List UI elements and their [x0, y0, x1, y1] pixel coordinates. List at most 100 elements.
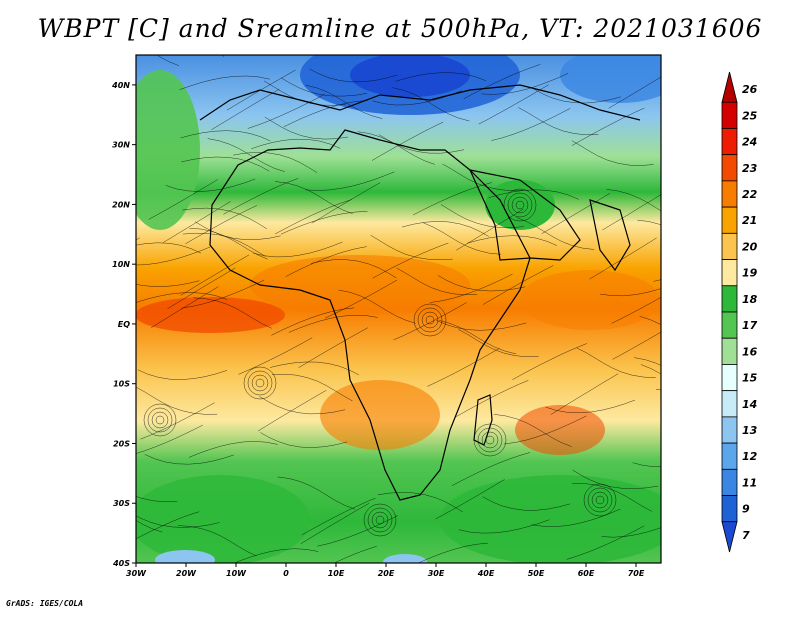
- streamline: [439, 320, 517, 355]
- streamline: [211, 88, 280, 130]
- streamline-vortex: [255, 378, 265, 388]
- streamline: [550, 373, 619, 415]
- lat-tick-label: 10S: [113, 380, 130, 389]
- colorbar-label: 20: [742, 240, 758, 253]
- streamline: [136, 292, 227, 303]
- streamline: [632, 462, 661, 468]
- streamline: [136, 387, 218, 415]
- streamline: [251, 138, 341, 150]
- streamline: [163, 201, 231, 243]
- map-figure: 40N 30N 20N 10N EQ 10S 20S 30S 40S 30W 20W 10W 0 10E…: [111, 54, 758, 578]
- streamline-vortex: [503, 188, 537, 222]
- streamline: [566, 525, 645, 560]
- credit-label: GrADS: IGES/COLA: [6, 599, 84, 608]
- lat-tick-label: 40N: [111, 81, 130, 90]
- streamline: [372, 242, 449, 279]
- moist-region-sw: [136, 475, 310, 563]
- streamline: [311, 182, 381, 224]
- streamline: [611, 297, 661, 324]
- streamline: [258, 390, 327, 432]
- streamline: [533, 88, 621, 104]
- coastline-europe: [199, 84, 641, 121]
- streamline: [274, 199, 352, 235]
- streamline-vortex: [413, 303, 447, 337]
- streamline: [370, 234, 453, 261]
- streamline: [440, 204, 524, 228]
- streamline-vortex: [421, 311, 439, 329]
- warm-region-south: [320, 380, 440, 450]
- cool-spot-s: [383, 554, 427, 563]
- streamline: [463, 64, 541, 100]
- streamline: [309, 68, 398, 83]
- colorbar-label: 21: [742, 214, 757, 227]
- colorbar-segment: [721, 311, 738, 339]
- lat-tick-label: 40S: [112, 559, 130, 568]
- streamline: [301, 497, 376, 536]
- streamline: [572, 483, 653, 512]
- streamline: [264, 116, 349, 140]
- colorbar-label: 9: [742, 503, 750, 516]
- streamline: [333, 546, 377, 563]
- colorbar-label: 26: [742, 83, 758, 96]
- streamline: [280, 211, 368, 235]
- streamline: [423, 222, 502, 255]
- streamline: [136, 520, 163, 533]
- streamline: [300, 503, 370, 544]
- warm-region-central: [250, 255, 470, 315]
- streamline: [518, 107, 599, 136]
- lon-tick-label: 40E: [477, 569, 495, 578]
- coastline-madagascar: [473, 394, 493, 446]
- streamline-vortex: [481, 431, 499, 449]
- colorbar-label: 12: [742, 450, 758, 463]
- streamline: [165, 178, 256, 192]
- lat-tick-label: 30N: [112, 141, 130, 150]
- streamline-vortex: [595, 495, 605, 505]
- streamline: [317, 515, 399, 547]
- colorbar-label: 16: [742, 345, 758, 358]
- streamline: [188, 441, 278, 458]
- streamline: [285, 246, 367, 277]
- lon-tick-label: 30W: [126, 569, 147, 578]
- streamline: [401, 221, 489, 237]
- streamline: [136, 515, 220, 528]
- streamline: [576, 347, 656, 378]
- streamline: [417, 542, 489, 563]
- streamline: [136, 242, 202, 254]
- map-plot-area: [136, 55, 661, 563]
- streamline: [602, 194, 661, 231]
- streamline-vortex: [511, 196, 529, 214]
- lon-tick-label: 70E: [628, 569, 645, 578]
- colorbar-segment: [721, 128, 738, 156]
- streamline: [396, 267, 478, 296]
- colorbar-segment: [721, 180, 738, 208]
- streamline: [271, 373, 353, 402]
- map-title: WBPT [C] and Sreamline at 500hPa, VT: 20…: [37, 14, 763, 43]
- streamline: [223, 178, 299, 215]
- colorbar-segment: [721, 154, 738, 182]
- streamline: [516, 217, 595, 250]
- streamline: [285, 55, 287, 56]
- streamline: [458, 519, 550, 534]
- streamline: [259, 396, 346, 415]
- colorbar-segment: [721, 468, 738, 496]
- streamline: [181, 279, 265, 309]
- streamline: [493, 414, 572, 447]
- streamline: [136, 280, 200, 287]
- streamline: [148, 179, 218, 220]
- streamline: [271, 307, 355, 336]
- streamline: [179, 75, 271, 90]
- streamline: [392, 87, 470, 122]
- streamline: [136, 496, 178, 502]
- streamline: [270, 361, 359, 376]
- streamline: [324, 279, 398, 319]
- streamline: [634, 357, 661, 366]
- streamline: [247, 93, 325, 129]
- colorbar-segment: [721, 232, 738, 260]
- lon-tick-label: 50E: [528, 569, 545, 578]
- colorbar-label: 25: [742, 109, 758, 122]
- coastline-india: [589, 199, 631, 272]
- streamline: [393, 302, 467, 341]
- streamline: [478, 84, 549, 125]
- streamline: [488, 189, 579, 200]
- streamline: [288, 314, 378, 333]
